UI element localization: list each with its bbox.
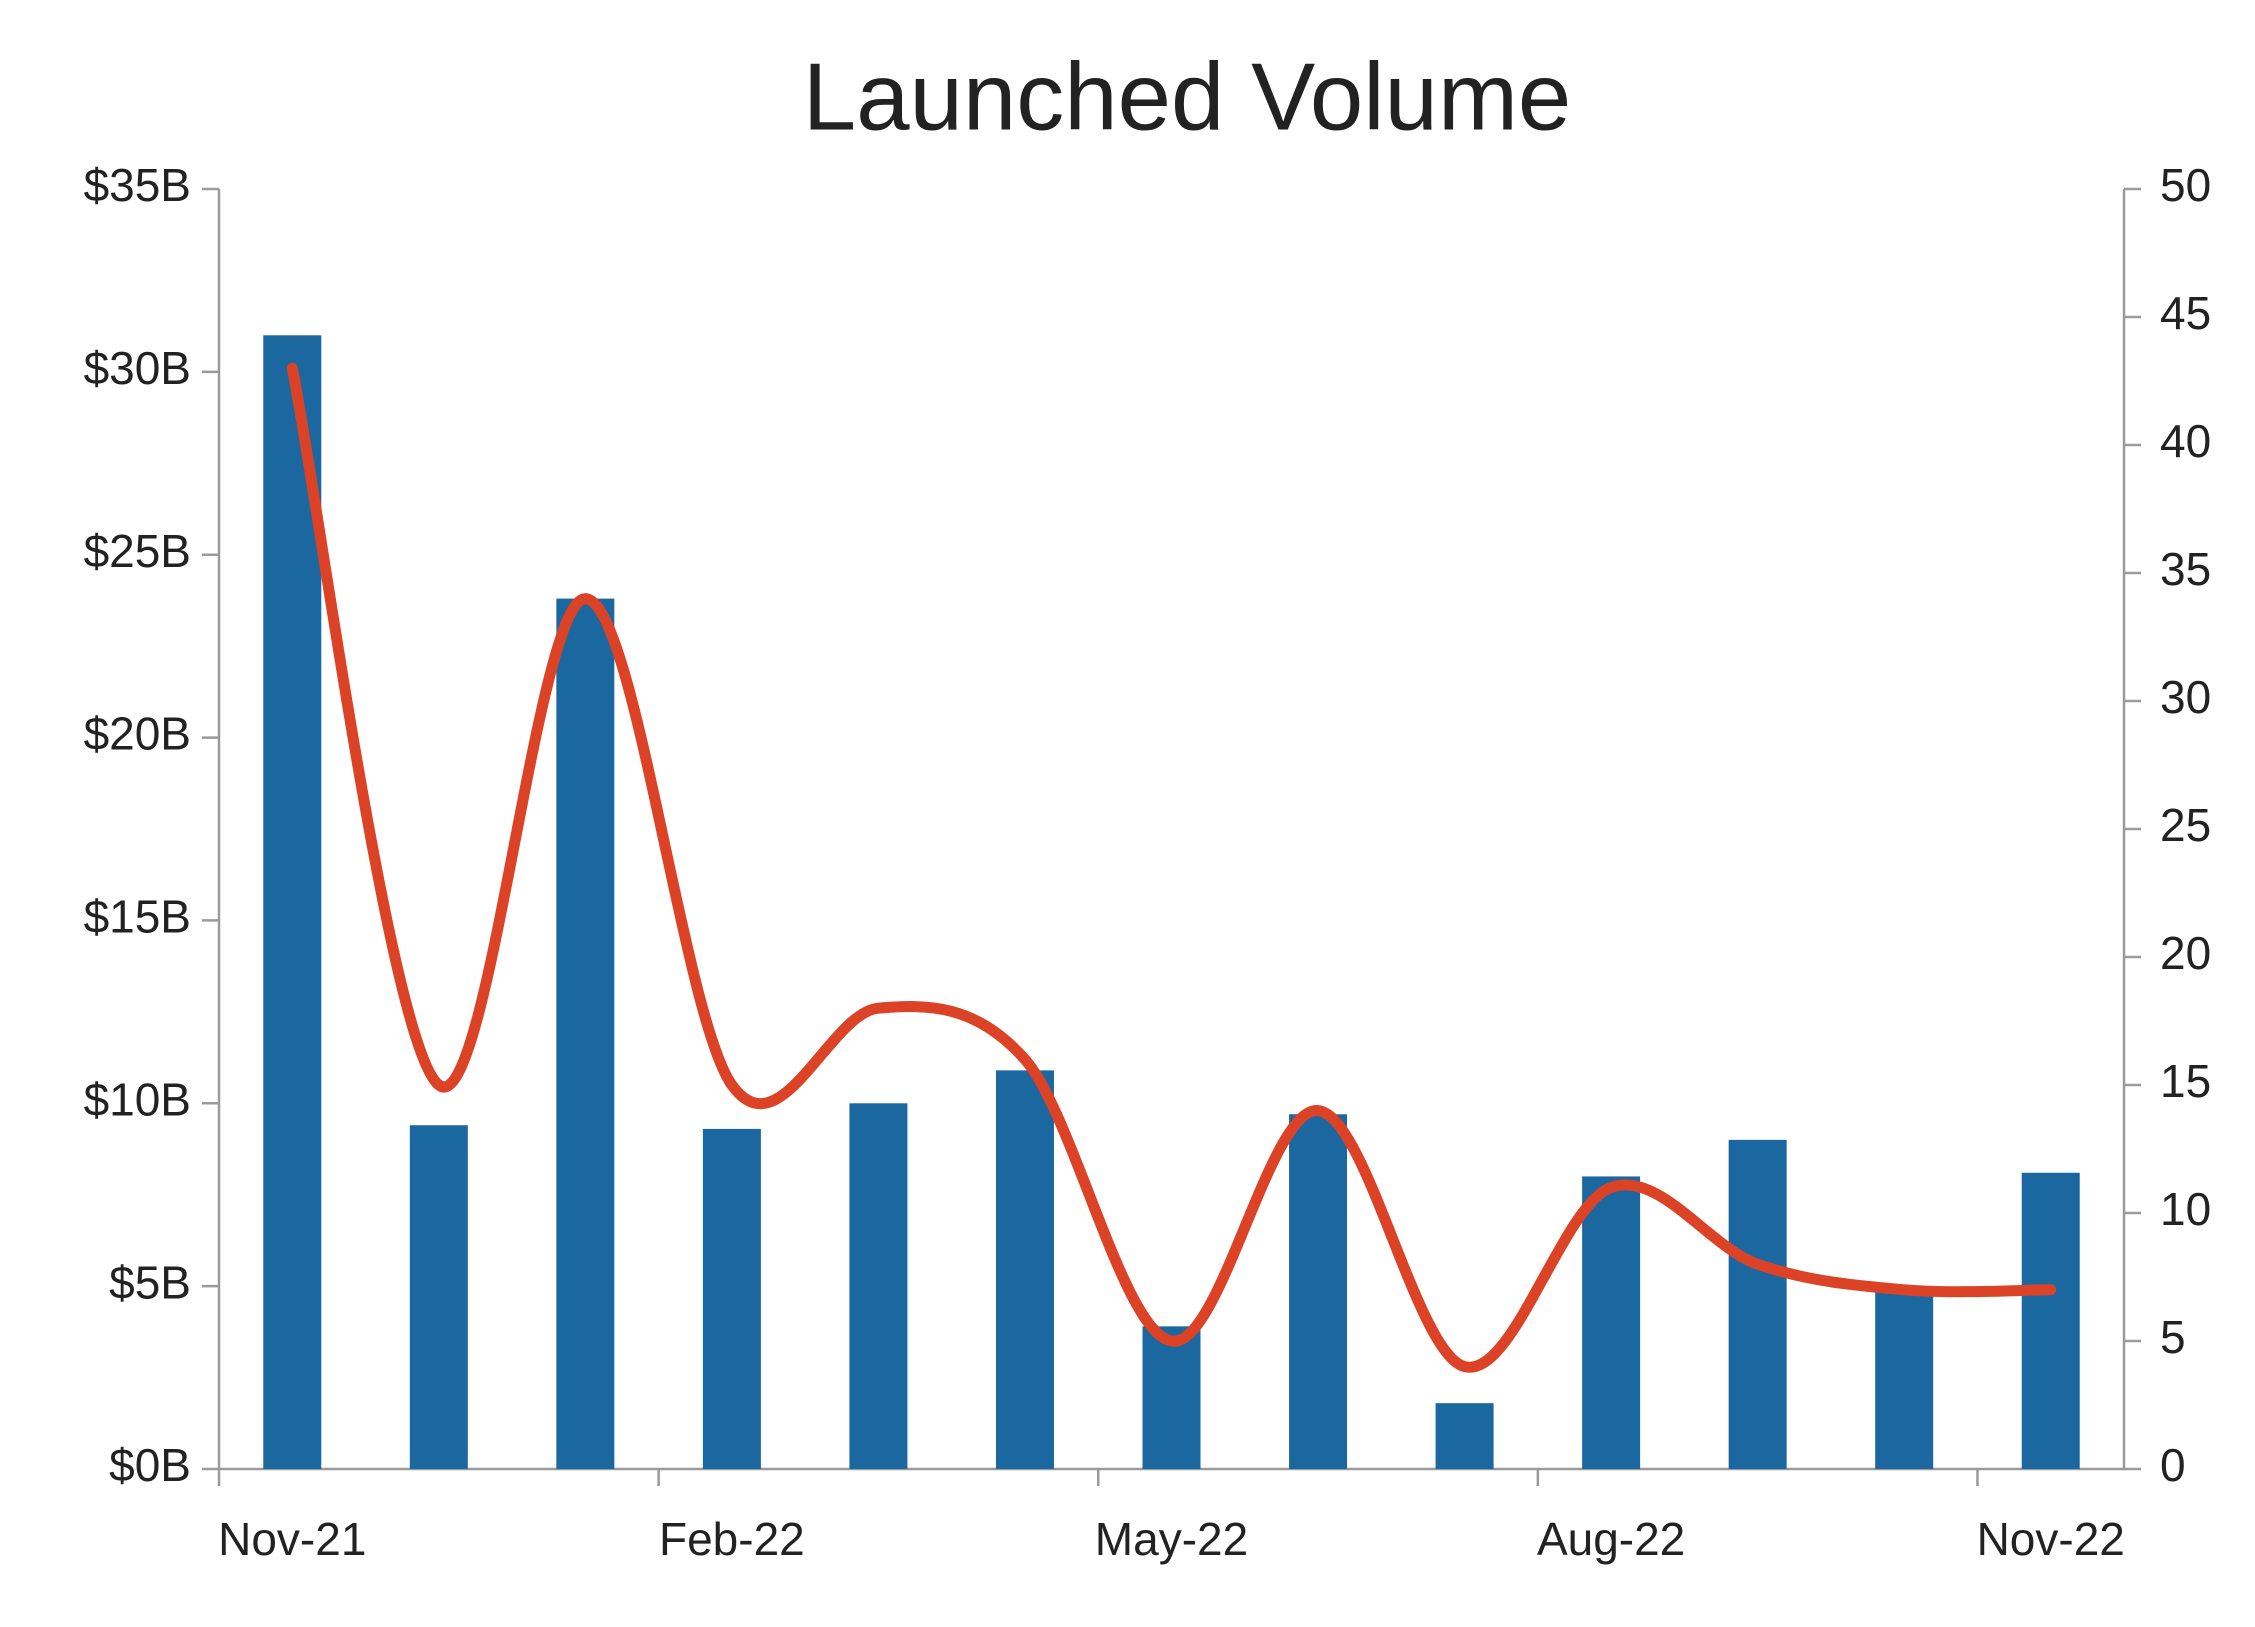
x-tick-label: Feb-22 xyxy=(659,1513,805,1565)
y-tick-label: $5B xyxy=(109,1256,191,1308)
bar xyxy=(849,1103,908,1469)
y2-tick-label: 5 xyxy=(2160,1311,2186,1363)
bar xyxy=(702,1128,761,1469)
bar xyxy=(1435,1403,1494,1469)
x-tick-label: Aug-22 xyxy=(1537,1513,1685,1565)
y2-tick-label: 20 xyxy=(2160,927,2211,979)
y2-tick-label: 25 xyxy=(2160,799,2211,851)
chart-title: Launched Volume xyxy=(803,43,1572,150)
bar xyxy=(556,598,615,1469)
bar xyxy=(409,1125,468,1469)
y-tick-label: $10B xyxy=(84,1073,191,1125)
y2-tick-label: 10 xyxy=(2160,1183,2211,1235)
bar xyxy=(1875,1286,1934,1469)
bar xyxy=(1582,1176,1641,1469)
line xyxy=(286,362,2057,1373)
bar xyxy=(263,335,322,1470)
bar xyxy=(1728,1139,1787,1469)
y-tick-label: $0B xyxy=(109,1439,191,1491)
y-tick-label: $25B xyxy=(84,525,191,577)
bar xyxy=(2021,1172,2080,1469)
bar xyxy=(1142,1326,1201,1469)
y2-tick-label: 30 xyxy=(2160,671,2211,723)
y2-tick-label: 45 xyxy=(2160,287,2211,339)
y-tick-label: $15B xyxy=(84,891,191,943)
y2-tick-label: 50 xyxy=(2160,159,2211,211)
y2-tick-label: 0 xyxy=(2160,1439,2186,1491)
bar xyxy=(995,1070,1054,1469)
y2-tick-label: 40 xyxy=(2160,415,2211,467)
y-tick-label: $30B xyxy=(84,342,191,394)
y2-tick-label: 35 xyxy=(2160,543,2211,595)
x-tick-label: Nov-21 xyxy=(218,1513,366,1565)
x-tick-label: Nov-22 xyxy=(1977,1513,2125,1565)
y-tick-label: $35B xyxy=(84,159,191,211)
x-tick-label: May-22 xyxy=(1095,1513,1248,1565)
y-tick-label: $20B xyxy=(84,708,191,760)
y2-tick-label: 15 xyxy=(2160,1055,2211,1107)
bar xyxy=(1289,1114,1348,1469)
